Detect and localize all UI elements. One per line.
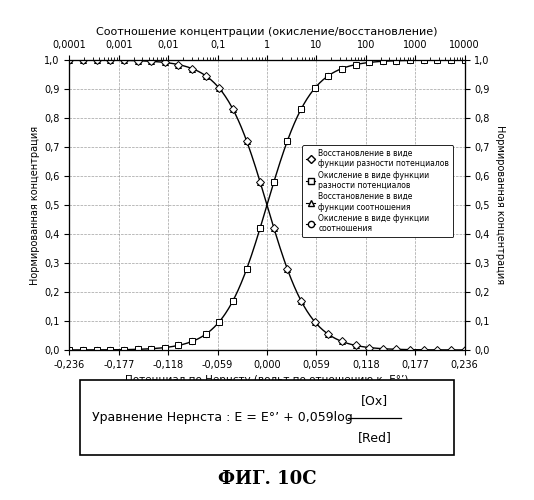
Y-axis label: Нормированная концентрация: Нормированная концентрация (30, 126, 40, 284)
Text: Уравнение Нернста : E = E°’ + 0,059log: Уравнение Нернста : E = E°’ + 0,059log (92, 411, 353, 424)
Text: [Red]: [Red] (358, 430, 391, 444)
Text: [Ox]: [Ox] (361, 394, 388, 407)
Text: ФИГ. 10С: ФИГ. 10С (218, 470, 316, 488)
Legend: Восстановление в виде
функции разности потенциалов, Окисление в виде функции
раз: Восстановление в виде функции разности п… (302, 145, 453, 237)
Y-axis label: Нормированная концентрация: Нормированная концентрация (496, 126, 505, 284)
Bar (80, 380, 454, 455)
X-axis label: Потенциал по Нернсту (вольт по отношению к  E°’): Потенциал по Нернсту (вольт по отношению… (125, 376, 409, 386)
X-axis label: Соотношение концентрации (окисление/восстановление): Соотношение концентрации (окисление/восс… (96, 26, 438, 36)
